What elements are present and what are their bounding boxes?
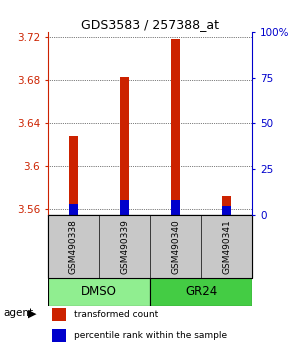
Bar [69,204,78,215]
Text: GSM490338: GSM490338 [69,219,78,274]
Text: transformed count: transformed count [75,310,159,319]
Bar [120,77,129,215]
Text: ▶: ▶ [28,308,36,318]
Bar [52,329,66,342]
Bar [171,200,180,215]
Text: percentile rank within the sample: percentile rank within the sample [75,331,228,340]
Bar [52,308,66,321]
Bar [150,278,252,306]
Bar [222,206,231,215]
Title: GDS3583 / 257388_at: GDS3583 / 257388_at [81,18,219,31]
Bar [150,215,201,278]
Text: agent: agent [3,308,33,318]
Bar [99,215,150,278]
Text: DMSO: DMSO [81,285,117,298]
Text: GR24: GR24 [185,285,217,298]
Bar [120,200,129,215]
Text: GSM490340: GSM490340 [171,219,180,274]
Text: GSM490341: GSM490341 [222,219,231,274]
Bar [48,215,99,278]
Bar [48,278,150,306]
Bar [222,196,231,215]
Bar [171,39,180,215]
Bar [201,215,252,278]
Bar [69,136,78,215]
Text: GSM490339: GSM490339 [120,219,129,274]
